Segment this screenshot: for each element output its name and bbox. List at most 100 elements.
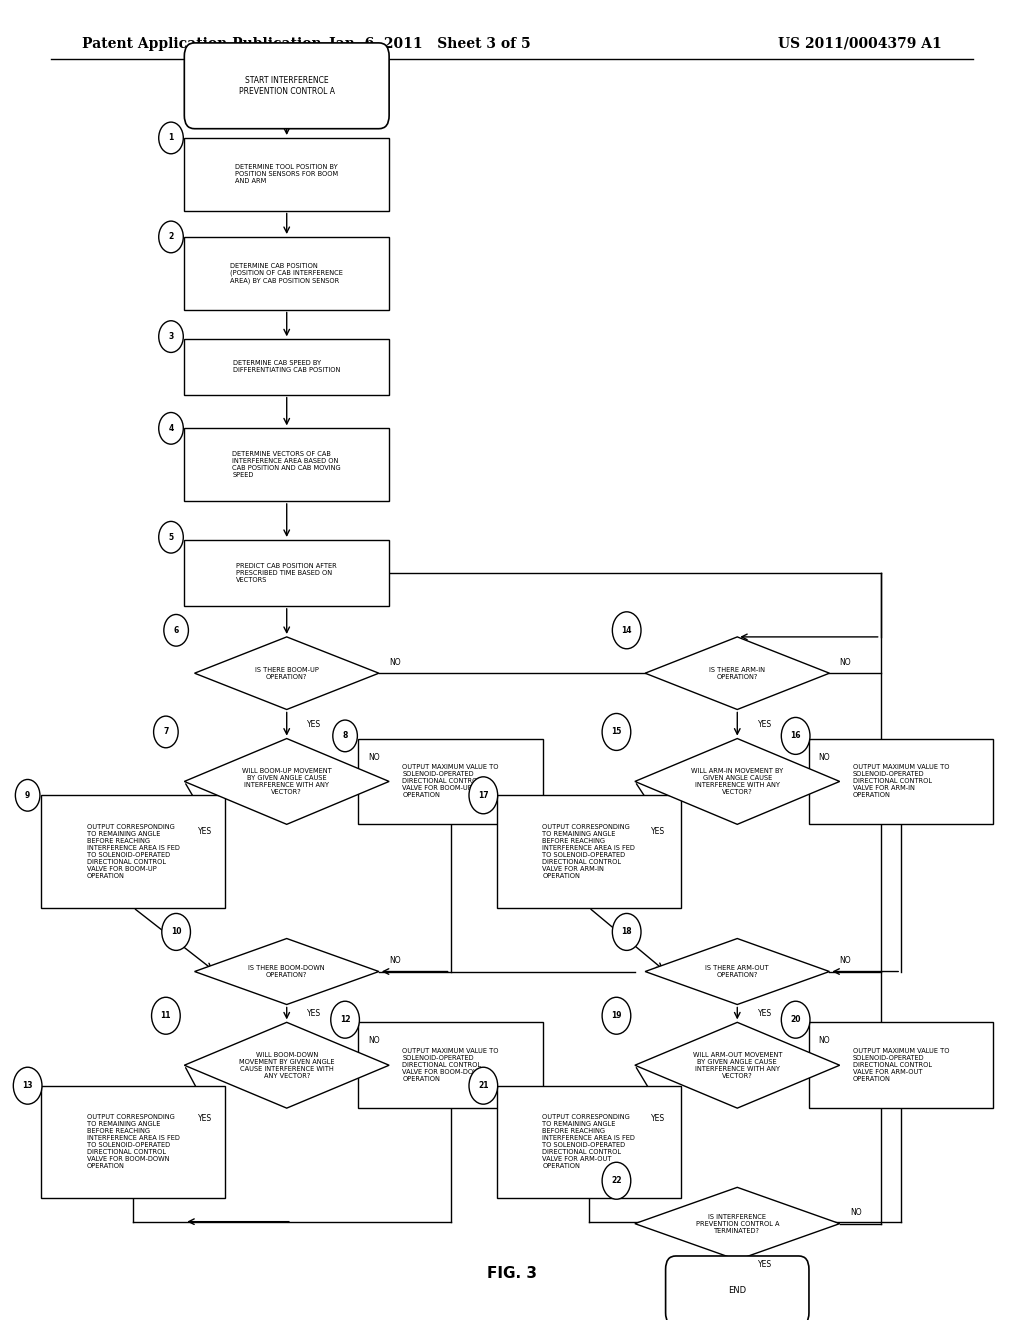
- Polygon shape: [635, 1188, 840, 1259]
- Circle shape: [612, 913, 641, 950]
- Bar: [809, 739, 993, 824]
- Text: 4: 4: [168, 424, 174, 433]
- Text: NO: NO: [368, 1036, 380, 1045]
- Text: OUTPUT MAXIMUM VALUE TO
SOLENOID-OPERATED
DIRECTIONAL CONTROL
VALVE FOR BOOM-DOW: OUTPUT MAXIMUM VALUE TO SOLENOID-OPERATE…: [402, 1048, 499, 1082]
- Text: WILL ARM-IN MOVEMENT BY
GIVEN ANGLE CAUSE
INTERFERENCE WITH ANY
VECTOR?: WILL ARM-IN MOVEMENT BY GIVEN ANGLE CAUS…: [691, 768, 783, 795]
- Circle shape: [781, 1001, 810, 1039]
- Text: 12: 12: [340, 1015, 350, 1024]
- Bar: [184, 540, 389, 606]
- Text: YES: YES: [307, 719, 322, 729]
- Text: OUTPUT MAXIMUM VALUE TO
SOLENOID-OPERATED
DIRECTIONAL CONTROL
VALVE FOR ARM-OUT
: OUTPUT MAXIMUM VALUE TO SOLENOID-OPERATE…: [853, 1048, 949, 1082]
- Polygon shape: [184, 1022, 389, 1109]
- Text: IS INTERFERENCE
PREVENTION CONTROL A
TERMINATED?: IS INTERFERENCE PREVENTION CONTROL A TER…: [695, 1213, 779, 1234]
- Text: OUTPUT CORRESPONDING
TO REMAINING ANGLE
BEFORE REACHING
INTERFERENCE AREA IS FED: OUTPUT CORRESPONDING TO REMAINING ANGLE …: [87, 1114, 179, 1170]
- Text: YES: YES: [758, 719, 772, 729]
- Text: OUTPUT MAXIMUM VALUE TO
SOLENOID-OPERATED
DIRECTIONAL CONTROL
VALVE FOR BOOM-UP
: OUTPUT MAXIMUM VALUE TO SOLENOID-OPERATE…: [402, 764, 499, 799]
- Bar: [184, 339, 389, 395]
- Circle shape: [159, 222, 183, 253]
- Text: 3: 3: [168, 333, 174, 341]
- Text: IS THERE ARM-OUT
OPERATION?: IS THERE ARM-OUT OPERATION?: [706, 965, 769, 978]
- Text: 19: 19: [611, 1011, 622, 1020]
- Text: IS THERE BOOM-UP
OPERATION?: IS THERE BOOM-UP OPERATION?: [255, 667, 318, 680]
- Text: NO: NO: [389, 956, 400, 965]
- Text: OUTPUT CORRESPONDING
TO REMAINING ANGLE
BEFORE REACHING
INTERFERENCE AREA IS FED: OUTPUT CORRESPONDING TO REMAINING ANGLE …: [543, 1114, 635, 1170]
- Text: IS THERE BOOM-DOWN
OPERATION?: IS THERE BOOM-DOWN OPERATION?: [249, 965, 325, 978]
- Circle shape: [159, 321, 183, 352]
- Text: YES: YES: [198, 1114, 212, 1123]
- Circle shape: [602, 998, 631, 1035]
- Polygon shape: [645, 638, 829, 710]
- Text: 10: 10: [171, 928, 181, 936]
- Circle shape: [152, 998, 180, 1035]
- Text: 11: 11: [161, 1011, 171, 1020]
- Text: DETERMINE TOOL POSITION BY
POSITION SENSORS FOR BOOM
AND ARM: DETERMINE TOOL POSITION BY POSITION SENS…: [236, 164, 338, 185]
- Text: YES: YES: [651, 1114, 665, 1123]
- Text: YES: YES: [758, 1008, 772, 1018]
- Text: 17: 17: [478, 791, 488, 800]
- Text: NO: NO: [840, 956, 851, 965]
- Circle shape: [333, 721, 357, 752]
- Polygon shape: [635, 739, 840, 824]
- Text: 8: 8: [342, 731, 348, 741]
- Circle shape: [331, 1001, 359, 1039]
- Text: WILL BOOM-UP MOVEMENT
BY GIVEN ANGLE CAUSE
INTERFERENCE WITH ANY
VECTOR?: WILL BOOM-UP MOVEMENT BY GIVEN ANGLE CAU…: [242, 768, 332, 795]
- Text: IS THERE ARM-IN
OPERATION?: IS THERE ARM-IN OPERATION?: [710, 667, 765, 680]
- Text: Patent Application Publication: Patent Application Publication: [82, 37, 322, 51]
- Text: 5: 5: [168, 533, 174, 541]
- Polygon shape: [645, 939, 829, 1005]
- Text: 6: 6: [173, 626, 179, 635]
- Text: YES: YES: [651, 826, 665, 836]
- Text: YES: YES: [758, 1261, 772, 1269]
- Circle shape: [13, 1067, 42, 1104]
- Text: OUTPUT CORRESPONDING
TO REMAINING ANGLE
BEFORE REACHING
INTERFERENCE AREA IS FED: OUTPUT CORRESPONDING TO REMAINING ANGLE …: [543, 824, 635, 879]
- Text: YES: YES: [307, 1008, 322, 1018]
- Bar: [184, 236, 389, 309]
- Text: 18: 18: [622, 928, 632, 936]
- Bar: [497, 795, 681, 908]
- Text: 22: 22: [611, 1176, 622, 1185]
- Circle shape: [159, 521, 183, 553]
- Circle shape: [612, 612, 641, 649]
- Text: NO: NO: [850, 1208, 861, 1217]
- Polygon shape: [195, 939, 379, 1005]
- Circle shape: [159, 412, 183, 445]
- Bar: [41, 1085, 225, 1199]
- Circle shape: [781, 718, 810, 755]
- Text: 1: 1: [168, 133, 174, 143]
- Circle shape: [15, 779, 40, 810]
- Circle shape: [469, 776, 498, 813]
- Circle shape: [602, 713, 631, 750]
- Text: 16: 16: [791, 731, 801, 741]
- Bar: [184, 428, 389, 500]
- Bar: [184, 137, 389, 210]
- Circle shape: [162, 913, 190, 950]
- Text: NO: NO: [389, 657, 400, 667]
- Text: WILL ARM-OUT MOVEMENT
BY GIVEN ANGLE CAUSE
INTERFERENCE WITH ANY
VECTOR?: WILL ARM-OUT MOVEMENT BY GIVEN ANGLE CAU…: [692, 1052, 782, 1078]
- Text: PREDICT CAB POSITION AFTER
PRESCRIBED TIME BASED ON
VECTORS: PREDICT CAB POSITION AFTER PRESCRIBED TI…: [237, 562, 337, 583]
- Circle shape: [164, 615, 188, 647]
- Text: OUTPUT CORRESPONDING
TO REMAINING ANGLE
BEFORE REACHING
INTERFERENCE AREA IS FED: OUTPUT CORRESPONDING TO REMAINING ANGLE …: [87, 824, 179, 879]
- Text: 2: 2: [168, 232, 174, 242]
- Text: Jan. 6, 2011   Sheet 3 of 5: Jan. 6, 2011 Sheet 3 of 5: [330, 37, 530, 51]
- Circle shape: [159, 123, 183, 153]
- Text: DETERMINE CAB POSITION
(POSITION OF CAB INTERFERENCE
AREA) BY CAB POSITION SENSO: DETERMINE CAB POSITION (POSITION OF CAB …: [230, 263, 343, 284]
- Text: YES: YES: [198, 826, 212, 836]
- Polygon shape: [195, 638, 379, 710]
- FancyBboxPatch shape: [184, 42, 389, 128]
- Text: 14: 14: [622, 626, 632, 635]
- Text: END: END: [728, 1287, 746, 1295]
- Text: NO: NO: [840, 657, 851, 667]
- Text: OUTPUT MAXIMUM VALUE TO
SOLENOID-OPERATED
DIRECTIONAL CONTROL
VALVE FOR ARM-IN
O: OUTPUT MAXIMUM VALUE TO SOLENOID-OPERATE…: [853, 764, 949, 799]
- Text: WILL BOOM-DOWN
MOVEMENT BY GIVEN ANGLE
CAUSE INTERFERENCE WITH
ANY VECTOR?: WILL BOOM-DOWN MOVEMENT BY GIVEN ANGLE C…: [239, 1052, 335, 1078]
- Text: 7: 7: [163, 727, 169, 737]
- Text: 13: 13: [23, 1081, 33, 1090]
- Text: NO: NO: [818, 1036, 830, 1045]
- Circle shape: [154, 715, 178, 747]
- Bar: [358, 739, 543, 824]
- Text: DETERMINE CAB SPEED BY
DIFFERENTIATING CAB POSITION: DETERMINE CAB SPEED BY DIFFERENTIATING C…: [233, 360, 340, 374]
- Bar: [809, 1022, 993, 1109]
- Text: NO: NO: [818, 752, 830, 762]
- Text: START INTERFERENCE
PREVENTION CONTROL A: START INTERFERENCE PREVENTION CONTROL A: [239, 77, 335, 95]
- Text: 21: 21: [478, 1081, 488, 1090]
- Text: 9: 9: [25, 791, 31, 800]
